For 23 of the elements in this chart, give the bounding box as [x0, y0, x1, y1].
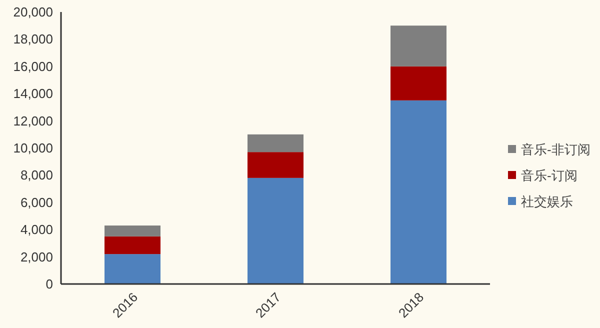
- y-tick-label: 0: [46, 276, 53, 292]
- bar: [104, 226, 160, 236]
- y-tick-label: 6,000: [20, 194, 53, 210]
- legend-label: 音乐-非订阅: [521, 142, 590, 157]
- bar: [248, 178, 304, 284]
- y-tick-label: 12,000: [13, 113, 53, 128]
- y-tick-label: 14,000: [13, 86, 53, 102]
- y-tick-label: 18,000: [13, 32, 53, 47]
- y-tick-label: 10,000: [13, 140, 53, 156]
- legend-label: 社交娱乐: [521, 194, 573, 209]
- bar: [248, 152, 304, 178]
- bar: [248, 134, 304, 152]
- bar: [390, 66, 446, 100]
- y-tick-label: 8,000: [20, 168, 53, 183]
- y-tick-label: 2,000: [20, 249, 53, 264]
- y-tick-label: 4,000: [20, 222, 53, 238]
- bar: [390, 26, 446, 66]
- legend-label: 音乐-订阅: [521, 168, 578, 183]
- y-tick-label: 20,000: [13, 4, 53, 20]
- bar: [390, 100, 446, 284]
- y-tick-label: 16,000: [13, 58, 53, 74]
- bar: [104, 236, 160, 254]
- bar: [104, 254, 160, 284]
